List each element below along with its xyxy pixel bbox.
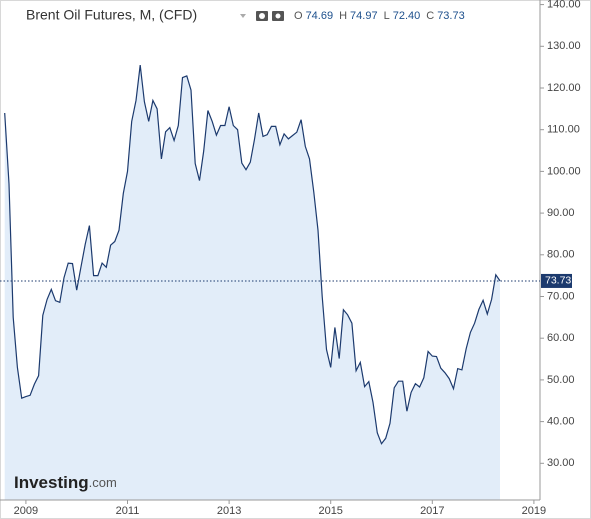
- y-tick-label: 40.00: [547, 416, 575, 428]
- x-tick-label: 2019: [522, 505, 546, 517]
- ohlc: O 74.69 H 74.97 L 72.40 C 73.73: [294, 10, 465, 22]
- plot: [4, 65, 501, 500]
- y-tick-label: 90.00: [547, 207, 575, 219]
- ohlc-value: 74.69: [306, 10, 334, 22]
- ohlc-label: C: [426, 10, 434, 22]
- y-tick-label: 60.00: [547, 332, 575, 344]
- y-tick-label: 100.00: [547, 165, 581, 177]
- y-tick-label: 110.00: [547, 124, 580, 136]
- dropdown-icon[interactable]: [240, 14, 246, 18]
- x-tick-label: 2011: [116, 505, 140, 517]
- y-tick-label: 50.00: [547, 374, 575, 386]
- y-tick-label: 140.00: [547, 0, 581, 10]
- y-tick-label: 130.00: [547, 40, 581, 52]
- logo-main: Investing: [14, 473, 89, 492]
- current-price-box: [541, 273, 572, 288]
- current-price-label: 73.73: [545, 275, 571, 287]
- logo: Investing.com: [14, 473, 117, 492]
- y-tick-label: 120.00: [547, 82, 581, 94]
- x-tick-label: 2013: [217, 505, 241, 517]
- ohlc-label: O: [294, 10, 303, 22]
- eye-icon-pupil: [259, 13, 265, 19]
- ohlc-value: 74.97: [350, 10, 378, 22]
- ohlc-value: 72.40: [393, 10, 421, 22]
- ohlc-label: L: [384, 10, 390, 22]
- chart-title: Brent Oil Futures, M, (CFD): [26, 7, 197, 23]
- y-tick-label: 70.00: [547, 290, 575, 302]
- y-tick-label: 30.00: [547, 457, 575, 469]
- area: [4, 65, 500, 500]
- ohlc-value: 73.73: [437, 10, 465, 22]
- x-tick-label: 2015: [318, 505, 342, 517]
- x-tick-label: 2017: [420, 505, 444, 517]
- logo-suffix: .com: [89, 475, 117, 490]
- y-tick-label: 80.00: [547, 249, 575, 261]
- x-tick-label: 2009: [14, 505, 38, 517]
- ohlc-label: H: [339, 10, 347, 22]
- settings-icon-center: [275, 13, 281, 19]
- price-line: [4, 65, 501, 445]
